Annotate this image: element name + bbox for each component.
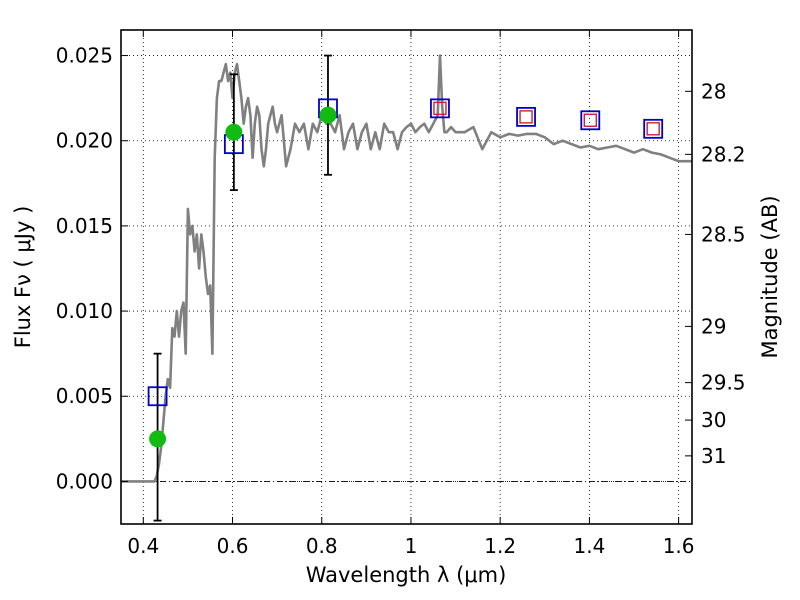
measurement-point — [149, 430, 167, 448]
x-tick-label: 1 — [405, 534, 418, 558]
right-tick-label: 31 — [701, 444, 726, 468]
y-tick-label: 0.005 — [56, 384, 113, 408]
y-tick-label: 0.025 — [56, 44, 113, 68]
photometry-square — [430, 98, 450, 119]
y-axis-label: Flux Fν ( μJy ) — [11, 206, 35, 349]
x-tick-label: 0.4 — [127, 534, 159, 558]
right-tick-label: 28 — [701, 79, 726, 103]
x-tick-label: 0.6 — [217, 534, 249, 558]
right-tick-label: 29.5 — [701, 371, 746, 395]
x-tick-label: 0.8 — [306, 534, 338, 558]
axis-ticks — [121, 30, 692, 524]
plot-frame — [120, 29, 693, 525]
tick-labels: 0.4 0.6 0.8 1 1.2 1.4 1.6 0.000 0.005 0.010 0.015 0… — [56, 44, 746, 558]
y-tick-label: 0.010 — [56, 299, 113, 323]
photometry-square — [147, 386, 168, 407]
right-tick-label: 30 — [701, 408, 726, 432]
model-square — [519, 110, 533, 124]
x-tick-label: 1.2 — [484, 534, 516, 558]
y-tick-label: 0.020 — [56, 129, 113, 153]
model-square — [433, 101, 447, 116]
x-tick-label: 1.6 — [663, 534, 695, 558]
right-axis-label: Magnitude (AB) — [758, 195, 782, 358]
photometry-square — [580, 110, 601, 131]
sed-curve — [121, 54, 692, 483]
y-tick-label: 0.015 — [56, 214, 113, 238]
y-tick-label: 0.000 — [56, 469, 113, 493]
x-tick-label: 1.4 — [573, 534, 605, 558]
x-axis-label: Wavelength λ (μm) — [306, 563, 507, 587]
sed-model-line — [121, 54, 692, 483]
measurement-point — [225, 123, 243, 141]
markers — [147, 98, 664, 448]
right-tick-label: 28.5 — [701, 222, 746, 246]
measurement-point — [319, 106, 337, 124]
right-tick-label: 29 — [701, 314, 726, 338]
photometry-square — [643, 118, 664, 139]
model-square — [646, 122, 660, 136]
photometry-square — [516, 106, 536, 127]
model-square — [583, 113, 597, 127]
right-tick-label: 28.2 — [701, 142, 746, 166]
